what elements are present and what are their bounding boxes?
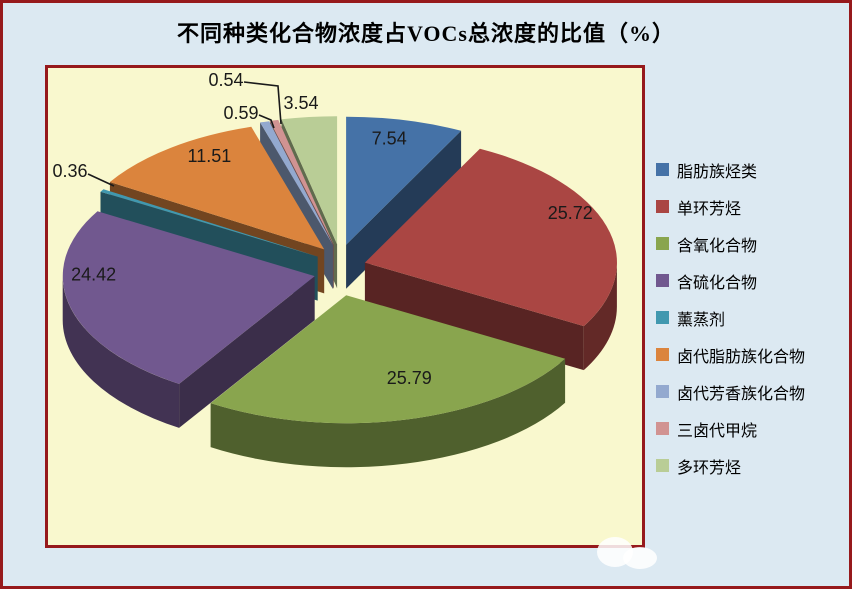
legend-item-label: 脂肪族烃类 bbox=[677, 163, 758, 181]
pie-slice-cut-face bbox=[179, 276, 315, 428]
pie-slice-side-wall bbox=[210, 358, 566, 468]
legend-item-6: 卤代芳香族化合物 bbox=[656, 373, 852, 410]
pie-data-label-3: 24.42 bbox=[71, 264, 116, 284]
pie-data-label-8: 3.54 bbox=[283, 93, 318, 113]
pie-data-label-2: 25.79 bbox=[387, 368, 432, 388]
label-leader-line bbox=[258, 114, 275, 129]
legend-item-2: 含氧化合物 bbox=[656, 225, 852, 262]
plot-area: 7.54 25.72 25.79 24.42 0.36 11.51 0.59 0.54 3.54 bbox=[45, 65, 645, 548]
pie-data-label-6: 0.59 bbox=[223, 103, 258, 123]
pie-data-label-5: 11.51 bbox=[188, 146, 232, 166]
pie-slice-cut-face bbox=[346, 130, 462, 289]
legend-item-label: 卤代芳香族化合物 bbox=[677, 385, 806, 403]
pie-slice-5 bbox=[109, 126, 325, 250]
legend-swatch bbox=[656, 274, 669, 287]
pie-data-label-0: 7.54 bbox=[372, 129, 407, 149]
pie-data-label-4: 0.36 bbox=[52, 161, 87, 181]
pie-slice-8 bbox=[281, 116, 338, 245]
legend-swatch bbox=[656, 385, 669, 398]
pie-slice-cut-face bbox=[364, 262, 584, 371]
legend-item-0: 脂肪族烃类 bbox=[656, 151, 852, 188]
pie-slice-side-wall bbox=[62, 276, 180, 428]
pie-slice-3 bbox=[62, 211, 315, 384]
legend-item-label: 薰蒸剂 bbox=[677, 311, 726, 329]
legend-swatch bbox=[656, 311, 669, 324]
pie-slice-0 bbox=[346, 116, 462, 245]
legend-swatch bbox=[656, 348, 669, 361]
legend-item-1: 单环芳烃 bbox=[656, 188, 852, 225]
legend-swatch bbox=[656, 459, 669, 472]
pie-data-label-1: 25.72 bbox=[548, 203, 593, 223]
legend-item-4: 薰蒸剂 bbox=[656, 299, 852, 336]
legend-item-3: 含硫化合物 bbox=[656, 262, 852, 299]
pie-chart: 7.54 25.72 25.79 24.42 0.36 11.51 0.59 0.54 3.54 bbox=[52, 70, 617, 468]
label-leader-line bbox=[243, 81, 282, 125]
legend-item-label: 卤代脂肪族化合物 bbox=[677, 348, 806, 366]
pie-slice-2 bbox=[210, 295, 566, 424]
pie-data-label-7: 0.54 bbox=[208, 70, 243, 90]
legend-item-label: 含硫化合物 bbox=[677, 274, 758, 292]
legend-item-label: 三卤代甲烷 bbox=[677, 422, 758, 440]
legend-swatch bbox=[656, 422, 669, 435]
chart-title: 不同种类化合物浓度占VOCs总浓度的比值（%） bbox=[176, 21, 675, 46]
legend-item-5: 卤代脂肪族化合物 bbox=[656, 336, 852, 373]
legend-item-8: 多环芳烃 bbox=[656, 447, 852, 484]
label-leader-line bbox=[87, 173, 115, 187]
legend-item-7: 三卤代甲烷 bbox=[656, 410, 852, 447]
legend-item-label: 含氧化合物 bbox=[677, 237, 758, 255]
pie-slice-side-wall bbox=[583, 262, 617, 371]
pie-slice-4 bbox=[100, 189, 318, 257]
pie-slice-6 bbox=[260, 121, 333, 245]
legend-swatch bbox=[656, 237, 669, 250]
legend-swatch bbox=[656, 163, 669, 176]
legend-item-label: 多环芳烃 bbox=[677, 459, 742, 477]
watermark-cloud-icon bbox=[623, 547, 657, 569]
legend-item-label: 单环芳烃 bbox=[677, 200, 742, 218]
pie-slice-1 bbox=[364, 148, 617, 327]
legend: 脂肪族烃类单环芳烃含氧化合物含硫化合物薰蒸剂卤代脂肪族化合物 卤代芳香族化合物 三卤… bbox=[656, 151, 852, 484]
pie-slice-7 bbox=[269, 119, 334, 245]
legend-swatch bbox=[656, 200, 669, 213]
